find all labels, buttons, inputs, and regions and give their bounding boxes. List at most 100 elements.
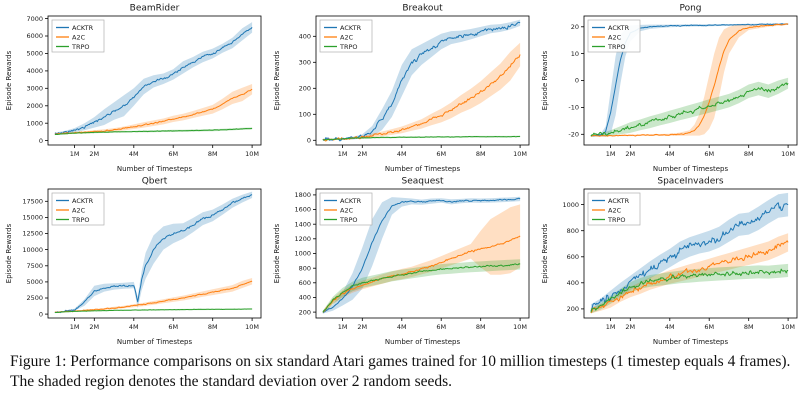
series-line-acktr — [54, 26, 253, 135]
x-tick-label: 6M — [168, 150, 178, 158]
y-tick-label: 300 — [299, 59, 311, 67]
x-tick-label: 8M — [208, 323, 218, 331]
x-tick-label: 10M — [513, 150, 527, 158]
x-tick-label: 2M — [357, 150, 367, 158]
plot-border — [315, 15, 530, 146]
y-tick-label: 2500 — [26, 294, 43, 302]
x-tick-label: 6M — [436, 150, 446, 158]
y-tick-label: 20 — [571, 23, 579, 31]
chart-breakout: 1M 2M 4M 6M 8M 10M 0 100 200 300 400 Breakout Number… — [270, 1, 538, 174]
std-band-acktr — [322, 19, 521, 141]
std-band-trpo — [590, 77, 789, 137]
series-line-a2c — [54, 280, 253, 313]
x-tick-label: 1M — [338, 150, 348, 158]
y-tick-label: 10 — [571, 50, 579, 58]
x-tick-label: 1M — [338, 323, 348, 331]
x-tick-label: 4M — [129, 323, 139, 331]
x-axis-label: Number of Timesteps — [653, 338, 729, 346]
series-line-trpo — [322, 135, 521, 141]
y-tick-label: 600 — [567, 253, 579, 261]
y-tick-label: 600 — [299, 279, 311, 287]
x-tick-label: 4M — [397, 150, 407, 158]
x-tick-label: 4M — [129, 150, 139, 158]
y-tick-label: 200 — [567, 305, 579, 313]
x-tick-label: 8M — [744, 150, 754, 158]
legend-label-trpo: TRPO — [607, 43, 626, 51]
y-axis-label: Episode Rewards — [273, 50, 281, 110]
y-tick-label: 0 — [307, 137, 311, 145]
series-line-trpo — [54, 308, 253, 313]
chart-title: SpaceInvaders — [657, 177, 724, 187]
y-tick-label: 15000 — [22, 214, 43, 222]
y-tick-label: 1800 — [294, 191, 311, 199]
series-line-acktr — [54, 194, 253, 314]
x-tick-label: 2M — [89, 150, 99, 158]
std-band-trpo — [322, 259, 521, 314]
x-tick-label: 6M — [704, 150, 714, 158]
y-tick-label: 0 — [39, 137, 43, 145]
x-axis-label: Number of Timesteps — [653, 165, 729, 173]
x-tick-label: 10M — [513, 323, 527, 331]
x-tick-label: 10M — [781, 323, 795, 331]
series-line-a2c — [590, 240, 789, 314]
y-tick-label: 5000 — [26, 278, 43, 286]
y-tick-label: 7000 — [26, 15, 43, 23]
y-tick-label: 1400 — [294, 220, 311, 228]
y-tick-label: 10000 — [22, 246, 43, 254]
std-band-acktr — [590, 23, 789, 137]
legend-label-acktr: ACKTR — [72, 197, 94, 205]
std-band-acktr — [322, 196, 521, 314]
series-line-trpo — [322, 263, 521, 313]
x-tick-label: 6M — [436, 323, 446, 331]
chart-spaceinvaders: 1M 2M 4M 6M 8M 10M 200 400 600 800 1000 SpaceInvade… — [538, 174, 806, 347]
y-tick-label: 200 — [299, 308, 311, 316]
y-tick-label: 5000 — [26, 50, 43, 58]
y-tick-label: 100 — [299, 111, 311, 119]
x-tick-label: 8M — [476, 150, 486, 158]
x-axis-label: Number of Timesteps — [117, 165, 193, 173]
legend-label-a2c: A2C — [340, 206, 354, 214]
legend-label-acktr: ACKTR — [340, 197, 362, 205]
x-tick-label: 8M — [208, 150, 218, 158]
y-axis-label: Episode Rewards — [541, 223, 549, 283]
plot-border — [47, 15, 262, 146]
y-tick-label: 3000 — [26, 85, 43, 93]
x-tick-label: 8M — [744, 323, 754, 331]
series-line-a2c — [54, 88, 253, 135]
x-tick-label: 4M — [397, 323, 407, 331]
series-line-trpo — [590, 82, 789, 137]
x-axis-label: Number of Timesteps — [385, 165, 461, 173]
chart-beamrider: 1M 2M 4M 6M 8M 10M 0 1000 2000 3000 4000 5000 6000 70… — [2, 1, 270, 174]
legend-label-acktr: ACKTR — [608, 197, 630, 205]
y-tick-label: 7500 — [26, 262, 43, 270]
x-tick-label: 1M — [606, 150, 616, 158]
chart-title: Seaquest — [402, 177, 444, 187]
series-line-a2c — [590, 23, 789, 137]
std-band-a2c — [322, 204, 521, 314]
legend-label-trpo: TRPO — [71, 216, 90, 224]
y-tick-label: 2000 — [26, 102, 43, 110]
chart-title: Qbert — [142, 177, 168, 187]
series-line-a2c — [322, 54, 521, 142]
chart-grid: 1M 2M 4M 6M 8M 10M 0 1000 2000 3000 4000 5000 6000 70… — [2, 1, 806, 347]
series-line-trpo — [54, 127, 253, 135]
legend-label-trpo: TRPO — [339, 43, 358, 51]
x-tick-label: 8M — [476, 323, 486, 331]
legend-label-a2c: A2C — [608, 33, 622, 41]
y-tick-label: -20 — [568, 130, 579, 138]
std-band-trpo — [590, 263, 789, 314]
x-tick-label: 2M — [357, 323, 367, 331]
y-tick-label: 0 — [575, 77, 579, 85]
x-tick-label: 2M — [89, 323, 99, 331]
std-band-a2c — [590, 233, 789, 314]
legend-label-acktr: ACKTR — [72, 24, 94, 32]
legend-label-a2c: A2C — [72, 33, 86, 41]
y-tick-label: 400 — [299, 294, 311, 302]
x-tick-label: 4M — [665, 323, 675, 331]
